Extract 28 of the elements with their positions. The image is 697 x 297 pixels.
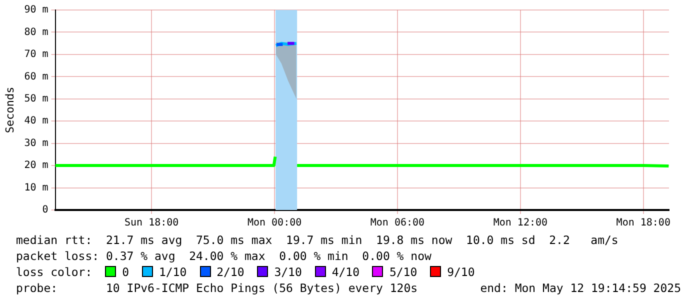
y-tick-label: 90 m — [24, 4, 48, 16]
legend-label: 9/10 — [447, 265, 475, 279]
legend-title: loss color: — [16, 265, 92, 279]
text: packet loss: 0.37 % avg 24.00 % max 0.00 % min 0.00 % now — [16, 248, 432, 264]
legend-label: 2/10 — [216, 265, 244, 279]
legend-label: 0 — [122, 265, 130, 279]
legend-label: 3/10 — [274, 265, 302, 279]
y-tick-label: 60 m — [24, 71, 48, 82]
y-axis-title: Seconds — [3, 86, 16, 134]
x-tick-label: Sun 18:00 — [124, 218, 179, 229]
y-tick-label: 30 m — [24, 138, 48, 149]
y-tick-label: 40 m — [24, 116, 48, 127]
y-tick-label: 0 — [42, 204, 48, 216]
legend-label: 4/10 — [332, 265, 360, 279]
y-tick-label: 20 m — [24, 160, 48, 172]
x-tick-label: Mon 18:00 — [616, 218, 670, 229]
y-tick-label: 80 m — [24, 26, 48, 38]
x-tick-label: Mon 00:00 — [247, 218, 302, 229]
legend-label: 1/10 — [158, 265, 187, 279]
y-tick-label: 10 m — [24, 182, 48, 194]
legend-label: 5/10 — [389, 265, 418, 279]
text: median rtt: 21.7 ms avg 75.0 ms max 19.7 ms min 19.8 ms now 10.0 ms sd 2.2 am/s — [16, 232, 618, 248]
y-tick-label: 50 m — [24, 93, 48, 104]
x-tick-label: Mon 12:00 — [493, 218, 548, 229]
text: probe: 10 IPv6-ICMP Echo Pings (56 Bytes) every 120s — [16, 280, 418, 296]
y-tick-label: 70 m — [24, 49, 48, 60]
x-tick-label: Mon 06:00 — [370, 218, 425, 229]
text: end: Mon May 12 19:14:59 2025 — [480, 280, 681, 296]
